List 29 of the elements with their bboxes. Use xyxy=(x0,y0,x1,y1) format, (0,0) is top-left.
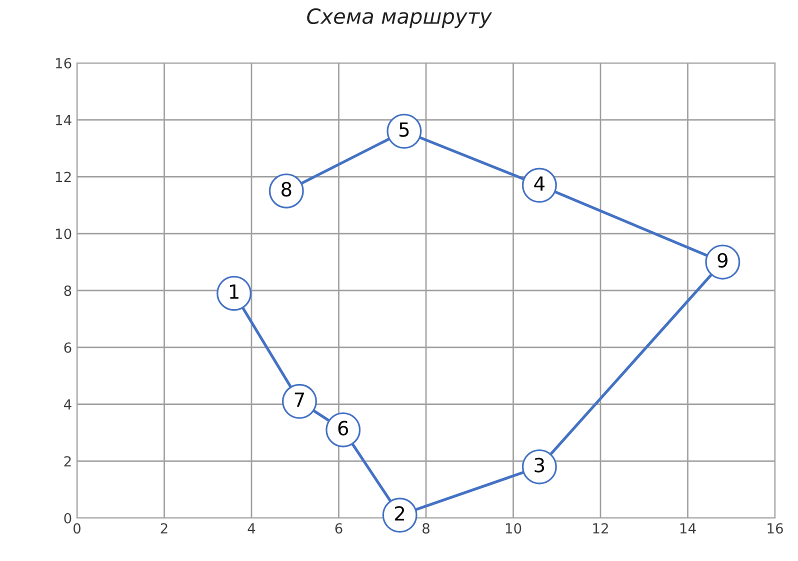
x-tick-label: 10 xyxy=(506,523,522,534)
x-tick-label: 4 xyxy=(248,523,256,534)
x-tick-label: 8 xyxy=(422,523,430,534)
annotation: 3 xyxy=(534,458,544,472)
y-tick-label: 2 xyxy=(64,456,71,466)
annotation: 5 xyxy=(400,122,409,137)
y-tick-label: 4 xyxy=(64,399,72,410)
annotation: 1 xyxy=(230,284,238,299)
y-tick-label: 12 xyxy=(56,172,71,182)
annotation: 8 xyxy=(282,182,292,197)
chart-title: Схема маршруту xyxy=(307,8,492,28)
y-tick-label: 16 xyxy=(56,58,72,68)
annotation: 2 xyxy=(395,506,404,521)
annotation: 6 xyxy=(338,420,348,436)
annotation: 9 xyxy=(718,252,728,268)
x-tick-label: 0 xyxy=(73,523,80,534)
x-tick-label: 2 xyxy=(160,523,168,534)
y-tick-label: 10 xyxy=(56,228,72,240)
y-tick-label: 6 xyxy=(64,342,72,353)
x-tick-label: 14 xyxy=(680,523,696,534)
y-tick-label: 14 xyxy=(56,115,72,126)
annotation: 4 xyxy=(534,176,545,191)
point xyxy=(216,276,252,311)
x-tick-label: 12 xyxy=(593,523,608,534)
y-tick-label: 0 xyxy=(64,512,72,524)
x-tick-label: 6 xyxy=(335,523,342,534)
annotation: 7 xyxy=(294,392,304,407)
y-tick-label: 8 xyxy=(64,285,72,296)
x-tick-label: 16 xyxy=(768,523,783,534)
